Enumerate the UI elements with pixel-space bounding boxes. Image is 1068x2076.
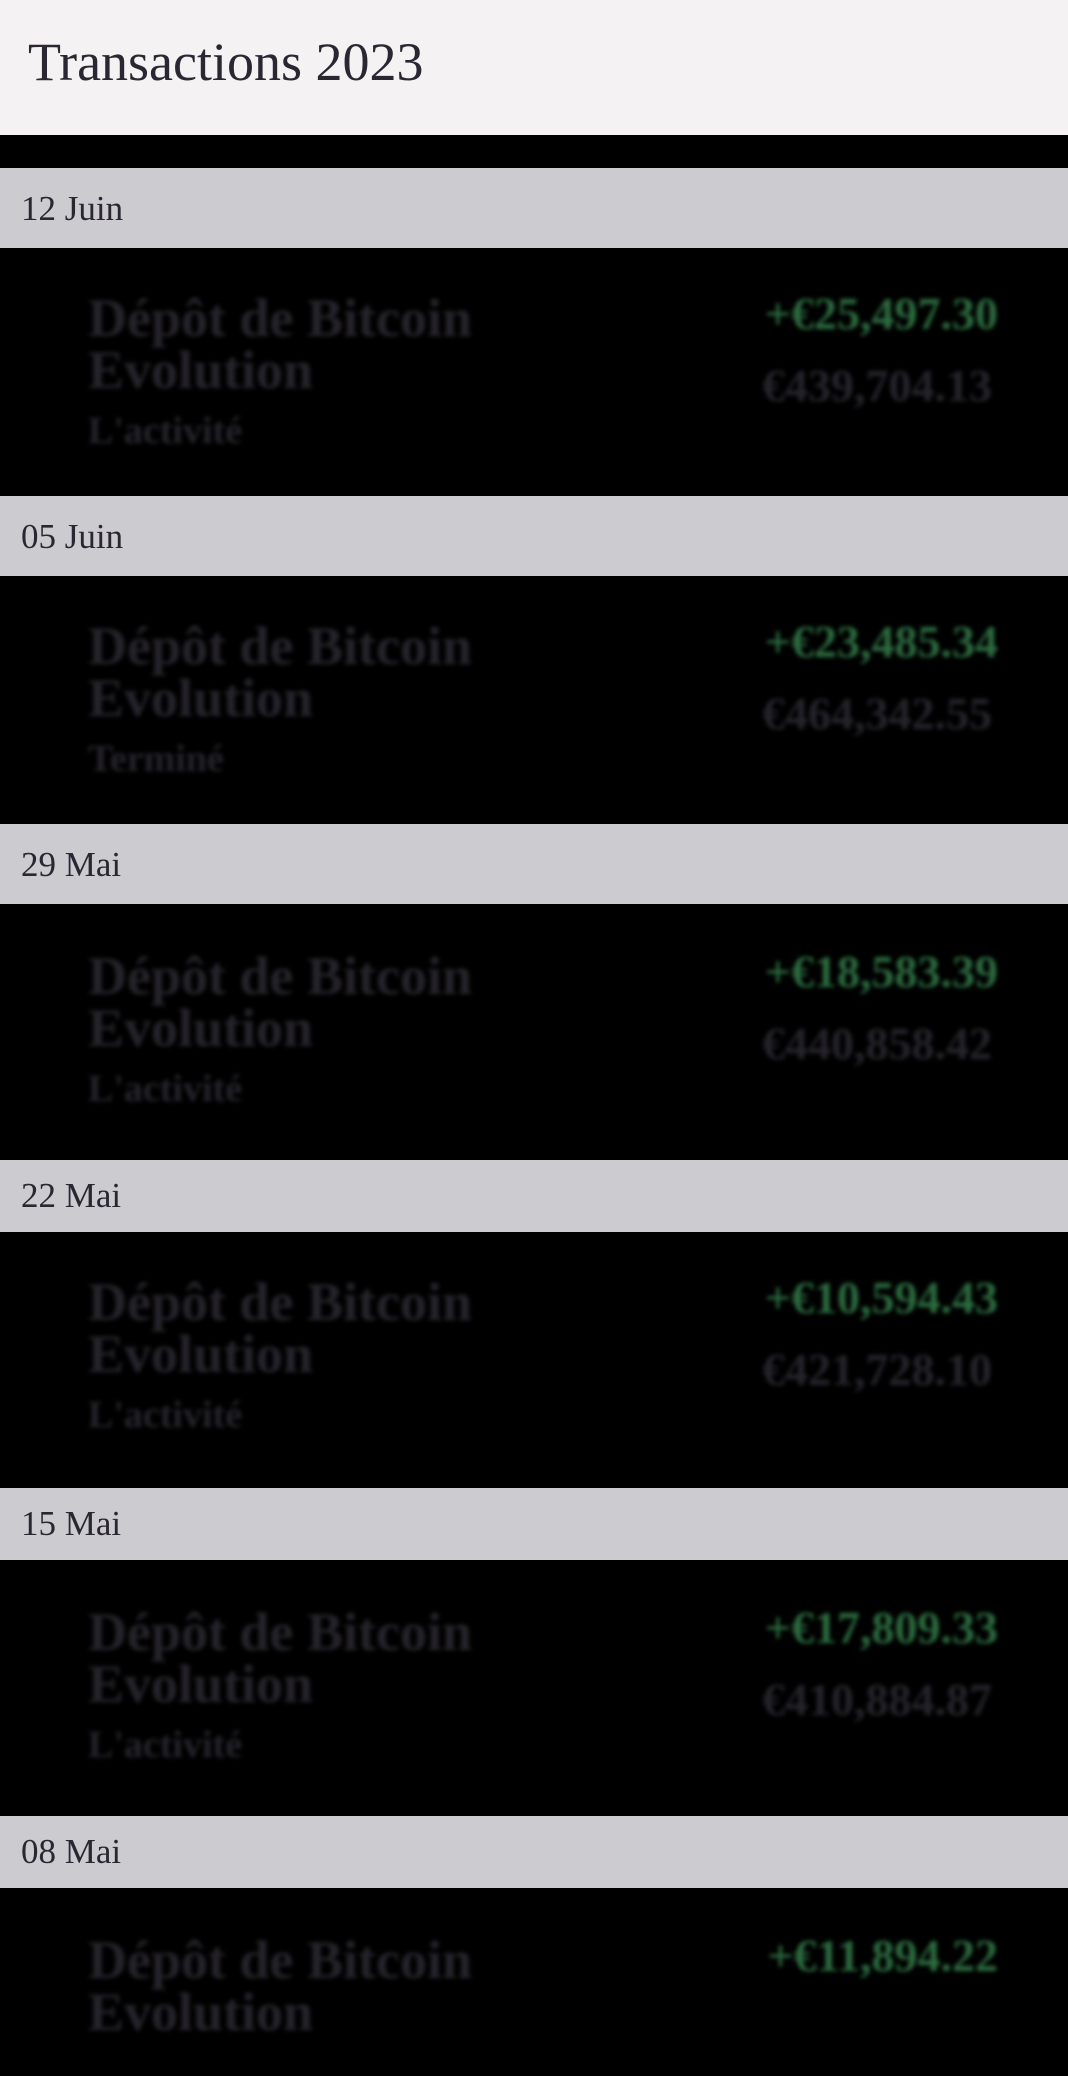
transaction-row[interactable]: Dépôt de Bitcoin Evolution +€11,894.22 [0,1888,1068,2076]
date-header: 15 Mai [0,1488,1068,1560]
page-title: Transactions 2023 [28,32,424,92]
date-label: 29 Mai [21,845,122,884]
date-header: 29 Mai [0,824,1068,904]
transaction-amount: +€23,485.34 [764,616,998,667]
transaction-type: L'activité [88,1394,243,1436]
date-label: 22 Mai [21,1176,122,1215]
transaction-balance: €440,858.42 [762,1018,992,1069]
date-label: 08 Mai [21,1832,122,1871]
transaction-amount: +€25,497.30 [764,288,998,339]
transaction-balance: €421,728.10 [762,1344,992,1395]
date-header: 12 Juin [0,168,1068,248]
transaction-title: Dépôt de Bitcoin Evolution [88,946,472,1058]
date-header: 08 Mai [0,1816,1068,1888]
date-label: 05 Juin [21,517,124,556]
transaction-amount: +€18,583.39 [764,946,998,997]
transaction-row[interactable]: Dépôt de Bitcoin Evolution L'activité +€… [0,1232,1068,1488]
transaction-type: Terminé [88,738,224,780]
transaction-title: Dépôt de Bitcoin Evolution [88,288,472,400]
transaction-amount: +€11,894.22 [767,1930,998,1981]
transaction-title: Dépôt de Bitcoin Evolution [88,1602,472,1714]
transaction-title: Dépôt de Bitcoin Evolution [88,1272,472,1384]
date-label: 12 Juin [21,189,124,228]
transaction-row[interactable]: Dépôt de Bitcoin Evolution Terminé +€23,… [0,576,1068,824]
date-label: 15 Mai [21,1504,122,1543]
page-header: Transactions 2023 [0,0,1068,135]
transaction-row[interactable]: Dépôt de Bitcoin Evolution L'activité +€… [0,1560,1068,1816]
transaction-type: L'activité [88,410,243,452]
transaction-row[interactable]: Dépôt de Bitcoin Evolution L'activité +€… [0,904,1068,1160]
transaction-row[interactable]: Dépôt de Bitcoin Evolution L'activité +€… [0,248,1068,496]
transaction-amount: +€17,809.33 [764,1602,998,1653]
transaction-balance: €439,704.13 [762,360,992,411]
transaction-balance: €410,884.87 [762,1674,992,1725]
transaction-title: Dépôt de Bitcoin Evolution [88,616,472,728]
transaction-type: L'activité [88,1724,243,1766]
transaction-title: Dépôt de Bitcoin Evolution [88,1930,472,2042]
date-header: 22 Mai [0,1160,1068,1232]
transaction-balance: €464,342.55 [762,688,992,739]
transaction-amount: +€10,594.43 [764,1272,998,1323]
transaction-type: L'activité [88,1068,243,1110]
date-header: 05 Juin [0,496,1068,576]
